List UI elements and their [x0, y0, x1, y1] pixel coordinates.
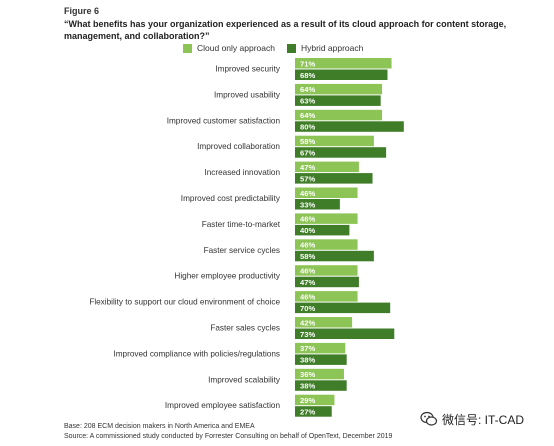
bar-cloud-only: [295, 239, 358, 250]
bar-cloud-only: [295, 265, 358, 276]
bar-hybrid: [295, 224, 350, 236]
category-label: Improved scalability: [208, 375, 281, 384]
watermark: 微信号: IT-CAD: [420, 410, 524, 428]
source-note: Source: A commissioned study conducted b…: [64, 432, 393, 440]
bar-cloud-only: [295, 58, 392, 69]
bar-hybrid: [295, 173, 373, 184]
category-label: Improved employee satisfaction: [165, 401, 281, 410]
bar-value-label: 36%: [300, 370, 315, 379]
category-label: Increased innovation: [204, 168, 280, 177]
category-label: Improved collaboration: [197, 142, 280, 151]
bar-hybrid: [295, 276, 359, 288]
bar-value-label: 63%: [300, 97, 315, 106]
bar-value-label: 47%: [300, 163, 315, 172]
chart-footnote: Base: 208 ECM decision makers in North A…: [64, 422, 392, 441]
category-label: Improved customer satisfaction: [167, 116, 281, 125]
bar-value-label: 47%: [300, 278, 315, 287]
bar-value-label: 40%: [300, 226, 315, 235]
category-label: Improved security: [215, 65, 281, 74]
bar-value-label: 37%: [300, 344, 315, 353]
bar-value-label: 46%: [300, 267, 315, 276]
chart-legend: Cloud only approach Hybrid approach: [183, 43, 375, 53]
figure-label: Figure 6: [64, 6, 100, 16]
bar-value-label: 67%: [300, 149, 315, 158]
legend-label-hybrid: Hybrid approach: [300, 43, 364, 53]
legend-swatch-cloud-only: [183, 43, 192, 53]
bar-cloud-only: [295, 368, 344, 380]
bar-cloud-only: [295, 317, 353, 328]
bar-value-label: 71%: [300, 59, 315, 68]
bar-value-label: 70%: [300, 304, 315, 313]
bar-value-label: 64%: [300, 85, 315, 94]
bar-cloud-only: [295, 161, 359, 173]
watermark-text: 微信号: IT-CAD: [442, 412, 525, 427]
bar-hybrid: [295, 121, 404, 132]
bar-value-label: 58%: [300, 252, 315, 261]
legend-item-hybrid: Hybrid approach: [286, 43, 364, 53]
bar-value-label: 80%: [300, 123, 315, 132]
category-label: Faster sales cycles: [210, 324, 280, 333]
bar-hybrid: [295, 250, 374, 262]
bar-value-label: 29%: [300, 396, 315, 405]
bar-value-label: 64%: [300, 111, 315, 120]
legend-label-cloud-only: Cloud only approach: [197, 43, 275, 53]
bar-cloud-only: [295, 291, 358, 302]
bar-value-label: 38%: [300, 356, 315, 365]
bar-value-label: 46%: [300, 189, 315, 198]
bar-value-label: 58%: [300, 137, 315, 146]
bar-value-label: 42%: [300, 318, 315, 327]
wechat-icon: [420, 411, 438, 426]
category-label: Higher employee productivity: [174, 272, 280, 281]
bar-hybrid: [295, 328, 395, 339]
category-label: Faster service cycles: [204, 246, 280, 255]
bar-value-label: 33%: [300, 200, 315, 209]
bar-value-label: 38%: [300, 382, 315, 391]
bar-value-label: 46%: [300, 292, 315, 301]
bar-hybrid: [295, 199, 340, 210]
bar-hybrid: [295, 95, 381, 106]
bar-cloud-only: [295, 213, 358, 224]
bar-hybrid: [295, 302, 391, 314]
bar-cloud-only: [295, 83, 383, 95]
bar-hybrid: [295, 69, 388, 80]
category-label: Improved usability: [214, 90, 281, 99]
base-note: Base: 208 ECM decision makers in North A…: [64, 423, 255, 430]
bar-value-label: 46%: [300, 241, 315, 250]
bar-chart: Improved security 71% 68% Improved usabilit…: [89, 58, 404, 417]
bar-hybrid: [295, 380, 347, 391]
bar-cloud-only: [295, 187, 358, 198]
bar-hybrid: [295, 147, 387, 158]
category-label: Faster time-to-market: [202, 220, 281, 229]
category-label: Flexibility to support our cloud environ…: [89, 298, 280, 307]
chart-question: “What benefits has your organization exp…: [64, 19, 507, 41]
bar-cloud-only: [295, 109, 383, 121]
bar-value-label: 68%: [300, 71, 315, 80]
category-label: Improved cost predictability: [181, 194, 281, 203]
bar-hybrid: [295, 406, 332, 417]
legend-swatch-hybrid: [286, 43, 296, 53]
bar-value-label: 57%: [300, 174, 315, 183]
bar-hybrid: [295, 354, 347, 365]
legend-item-cloud-only: Cloud only approach: [183, 43, 275, 53]
bar-value-label: 27%: [300, 408, 315, 417]
bar-cloud-only: [295, 135, 374, 147]
bar-value-label: 73%: [300, 330, 315, 339]
bar-cloud-only: [295, 394, 335, 406]
category-label: Improved compliance with policies/regula…: [113, 349, 280, 358]
bar-value-label: 46%: [300, 215, 315, 224]
bar-cloud-only: [295, 342, 346, 354]
